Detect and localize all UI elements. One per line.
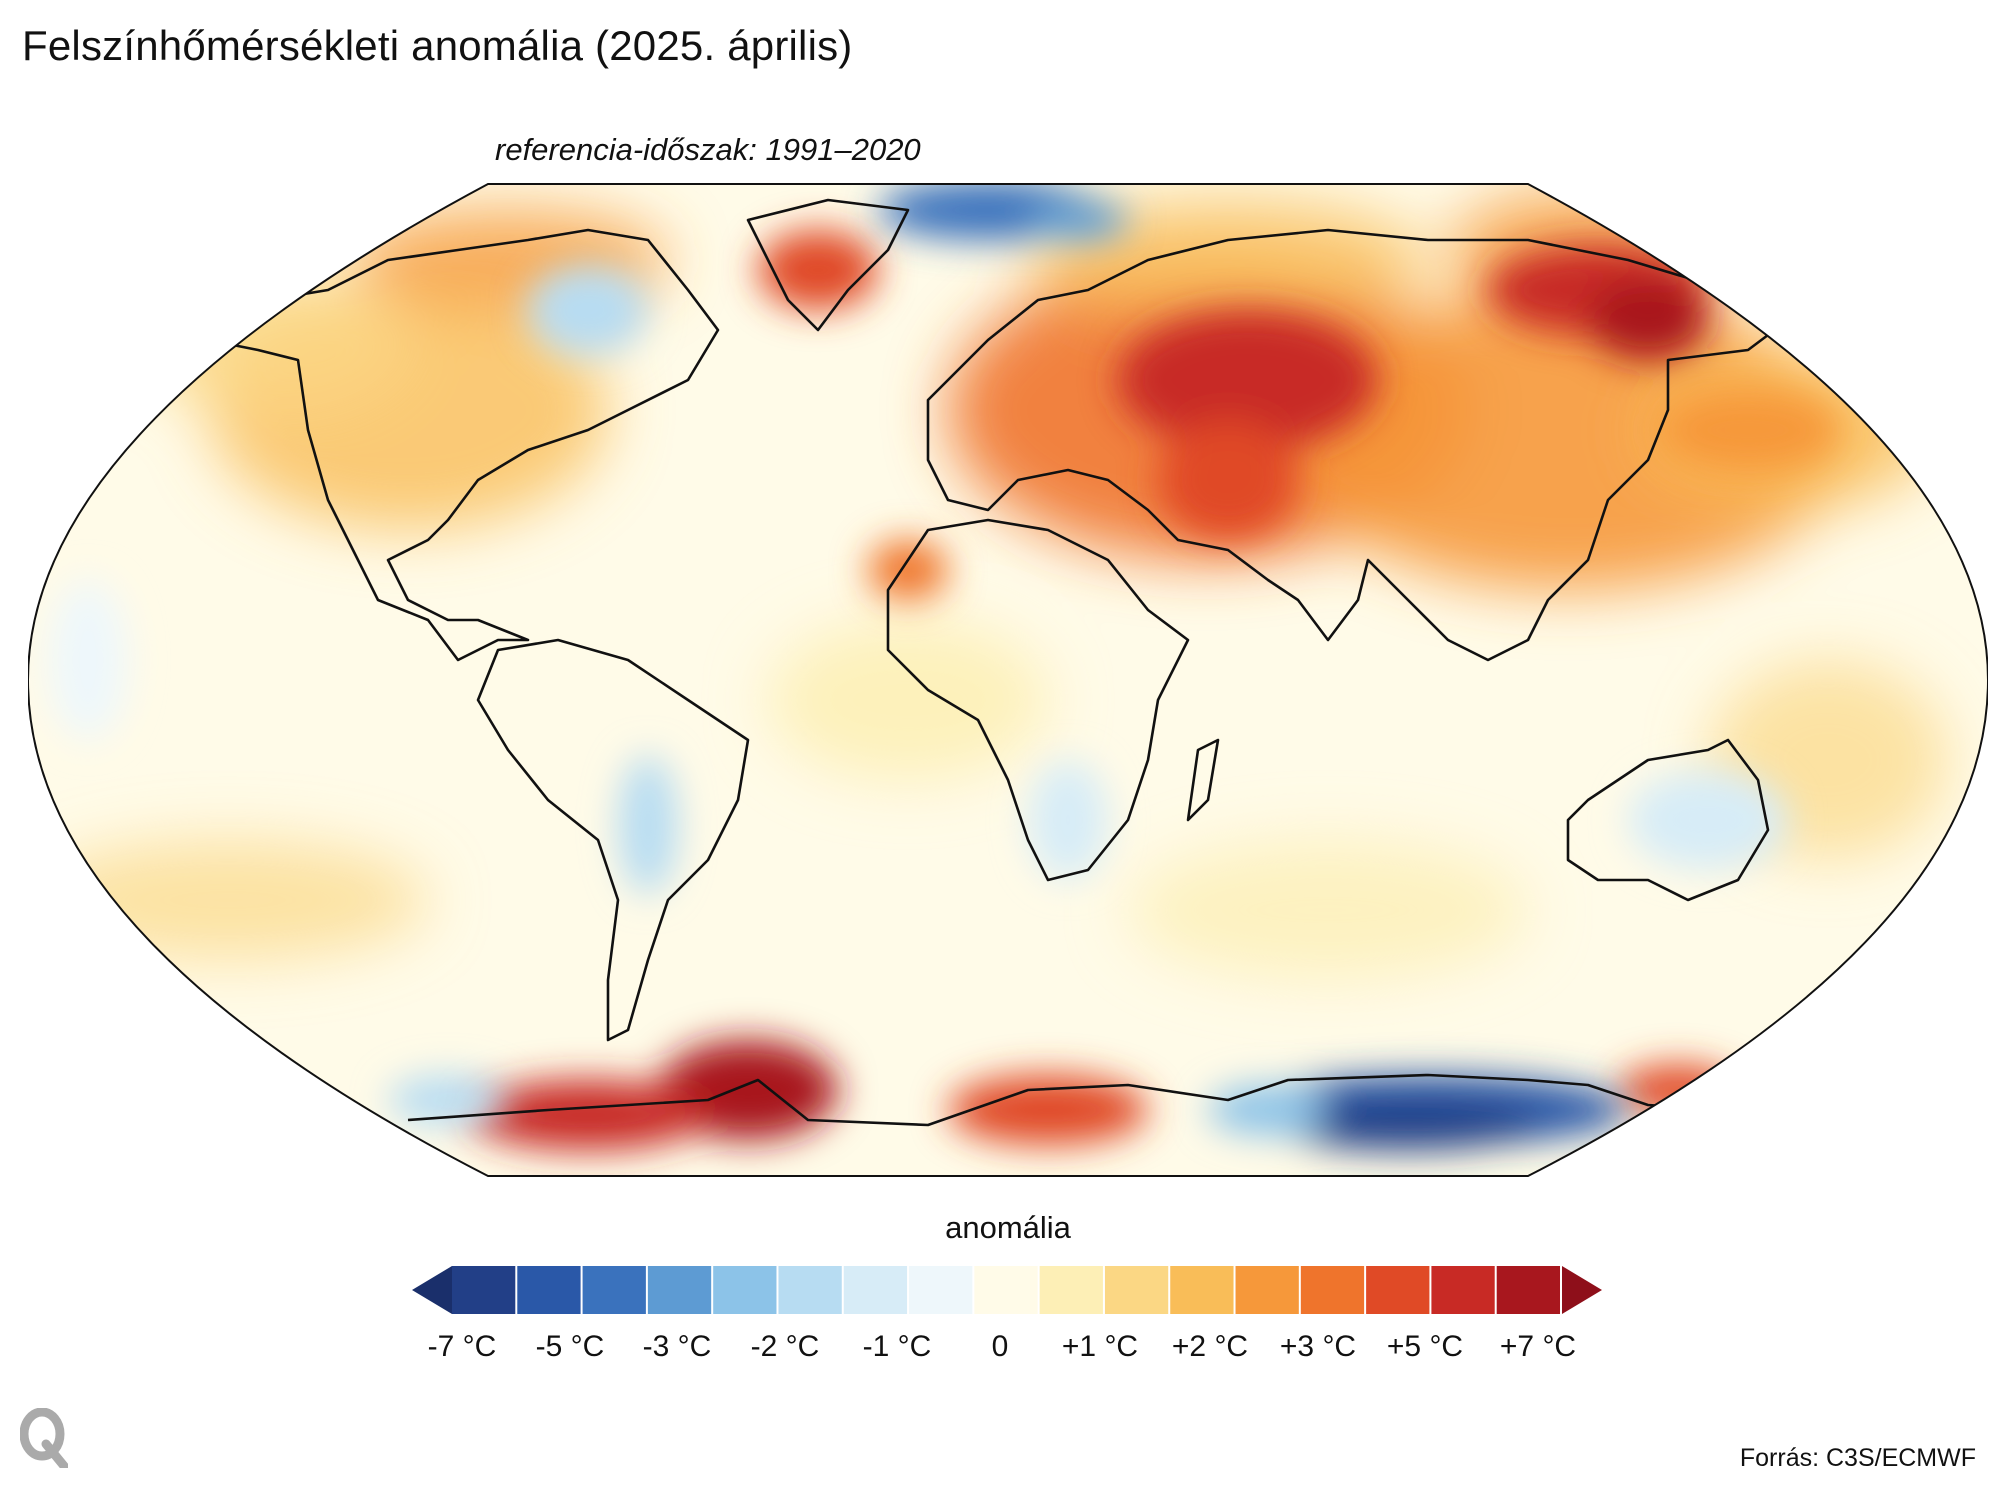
colorbar-ticks: -7 °C -5 °C -3 °C -2 °C -1 °C 0 +1 °C +2 °C +3 °…	[0, 1330, 2000, 1370]
colorbar-extend-high	[1562, 1266, 1602, 1314]
colorbar-tick-label: +3 °C	[1279, 1330, 1357, 1363]
colorbar-segment	[1235, 1266, 1299, 1314]
colorbar-tick-label: -2 °C	[750, 1330, 820, 1363]
colorbar-segment	[1039, 1266, 1103, 1314]
colorbar	[412, 1266, 1602, 1314]
colorbar-segment	[974, 1266, 1038, 1314]
coastlines	[206, 198, 1790, 1127]
publisher-logo	[19, 1407, 69, 1473]
colorbar-segment	[1104, 1266, 1169, 1314]
colorbar-segment	[647, 1266, 712, 1314]
colorbar-extend-low	[412, 1266, 452, 1314]
colorbar-segment	[843, 1266, 908, 1314]
colorbar-tick-label: +5 °C	[1386, 1330, 1464, 1363]
colorbar-segment	[713, 1266, 777, 1314]
colorbar-tick-label: 0	[991, 1330, 1009, 1363]
colorbar-tick-label: -1 °C	[862, 1330, 932, 1363]
anomaly-field	[28, 184, 1988, 1176]
colorbar-segment	[582, 1266, 646, 1314]
colorbar-segment	[517, 1266, 581, 1314]
colorbar-segment	[909, 1266, 973, 1314]
colorbar-segment	[1170, 1266, 1234, 1314]
legend-title: anomália	[945, 1210, 1071, 1245]
colorbar-segment	[1496, 1266, 1560, 1314]
colorbar-tick-label: -7 °C	[427, 1330, 497, 1363]
anomaly-map	[28, 180, 1988, 1180]
page-title: Felszínhőmérsékleti anomália (2025. ápri…	[22, 22, 853, 69]
colorbar-tick-label: -3 °C	[642, 1330, 712, 1363]
source-credit: Forrás: C3S/ECMWF	[1739, 1444, 1976, 1472]
colorbar-segment	[1300, 1266, 1365, 1314]
colorbar-segment	[1431, 1266, 1495, 1314]
colorbar-segment	[778, 1266, 842, 1314]
colorbar-tick-label: +1 °C	[1061, 1330, 1139, 1363]
colorbar-segment	[1366, 1266, 1430, 1314]
map-outline	[28, 183, 1988, 1177]
colorbar-segment	[452, 1266, 516, 1314]
colorbar-tick-label: +7 °C	[1499, 1330, 1577, 1363]
reference-period-subtitle: referencia-időszak: 1991–2020	[495, 132, 921, 167]
colorbar-tick-label: +2 °C	[1171, 1330, 1249, 1363]
colorbar-tick-label: -5 °C	[535, 1330, 605, 1363]
